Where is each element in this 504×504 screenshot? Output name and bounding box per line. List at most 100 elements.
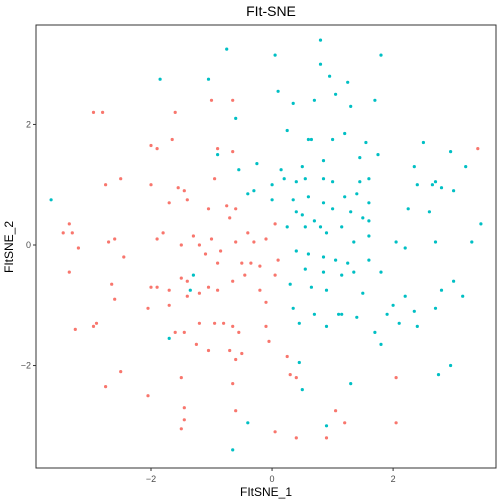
point-series-2-53: [306, 195, 310, 199]
point-series-1-3: [173, 110, 177, 114]
point-series-1-34: [197, 243, 201, 247]
point-series-1-36: [219, 249, 223, 253]
point-series-2-81: [321, 255, 326, 259]
point-series-1-95: [234, 409, 238, 413]
point-series-2-123: [231, 448, 235, 452]
point-series-1-4: [209, 98, 214, 102]
point-series-1-93: [182, 418, 186, 422]
point-series-1-5: [231, 98, 235, 102]
point-series-1-61: [231, 279, 235, 283]
point-series-2-40: [303, 177, 307, 181]
point-series-2-25: [376, 153, 380, 157]
point-series-1-69: [94, 321, 99, 325]
point-series-1-42: [203, 252, 208, 256]
point-series-2-74: [367, 234, 371, 238]
point-series-2-42: [331, 180, 335, 184]
point-series-1-12: [104, 183, 108, 187]
x-axis: −2 0 2: [146, 468, 396, 484]
point-series-1-99: [334, 409, 338, 413]
point-series-2-97: [461, 294, 465, 298]
point-series-2-109: [297, 321, 301, 325]
point-series-1-11: [119, 177, 123, 181]
point-series-2-105: [385, 312, 389, 316]
point-series-2-88: [352, 270, 356, 274]
point-series-2-33: [300, 165, 304, 169]
point-series-1-22: [228, 216, 232, 220]
point-series-1-83: [228, 348, 232, 353]
point-series-1-65: [167, 303, 171, 307]
point-series-2-61: [294, 210, 298, 214]
point-series-1-30: [161, 231, 165, 235]
point-series-1-98: [324, 436, 329, 440]
point-series-1-16: [182, 189, 186, 193]
point-series-1-20: [225, 204, 229, 208]
point-series-1-101: [394, 376, 398, 380]
point-series-1-62: [243, 273, 247, 277]
point-series-1-6: [149, 143, 153, 148]
point-series-2-110: [324, 324, 329, 328]
point-series-2-113: [397, 321, 401, 325]
point-series-2-107: [412, 309, 416, 313]
point-series-1-35: [209, 237, 214, 241]
point-series-2-104: [355, 315, 359, 319]
point-series-2-22: [331, 137, 335, 142]
point-series-1-72: [197, 321, 201, 325]
point-series-2-20: [306, 137, 310, 142]
point-series-1-89: [231, 382, 235, 386]
point-series-2-7: [318, 62, 323, 66]
point-series-1-56: [185, 279, 189, 283]
point-series-2-70: [318, 225, 323, 229]
point-series-2-111: [373, 330, 377, 334]
point-series-1-18: [185, 198, 189, 202]
point-series-2-75: [394, 240, 398, 244]
point-series-1-75: [231, 324, 235, 328]
point-series-1-8: [170, 137, 174, 142]
point-series-2-78: [470, 240, 474, 244]
point-series-1-14: [213, 177, 217, 181]
point-series-2-77: [433, 240, 438, 244]
point-series-2-60: [479, 222, 483, 226]
point-series-1-82: [206, 348, 211, 353]
point-series-1-85: [104, 385, 108, 389]
point-series-2-82: [334, 258, 338, 262]
point-series-2-24: [364, 140, 368, 145]
point-series-1-80: [240, 351, 244, 356]
point-series-2-46: [433, 180, 438, 184]
point-series-1-23: [67, 222, 71, 226]
point-series-1-63: [258, 288, 262, 292]
point-series-2-3: [206, 77, 211, 81]
point-series-1-19: [206, 207, 211, 211]
point-series-1-86: [119, 370, 123, 374]
point-series-1-55: [179, 276, 183, 280]
point-series-2-79: [294, 249, 298, 253]
point-series-1-45: [249, 261, 253, 265]
point-series-1-25: [70, 231, 74, 235]
point-series-2-26: [421, 140, 425, 145]
point-series-1-57: [185, 294, 189, 298]
point-series-1-87: [146, 394, 150, 398]
point-series-2-115: [167, 336, 171, 340]
point-series-2-114: [415, 324, 419, 328]
point-series-1-15: [176, 186, 180, 190]
point-series-2-108: [433, 306, 438, 310]
point-series-2-31: [255, 162, 259, 166]
point-series-1-29: [122, 255, 126, 259]
point-series-2-5: [273, 53, 277, 57]
point-series-1-53: [155, 285, 159, 289]
x-tick-label: 2: [391, 474, 396, 484]
point-series-2-106: [391, 303, 395, 307]
point-series-1-52: [149, 285, 153, 289]
point-series-2-103: [340, 312, 344, 316]
point-series-1-97: [294, 436, 298, 440]
point-series-2-27: [412, 165, 416, 169]
point-series-1-103: [476, 147, 480, 151]
point-series-2-80: [306, 252, 310, 256]
point-series-2-35: [358, 156, 362, 160]
point-series-2-48: [452, 189, 456, 193]
point-series-1-43: [216, 261, 220, 265]
point-series-1-39: [252, 240, 256, 244]
point-series-1-68: [91, 324, 96, 328]
point-series-2-119: [300, 388, 304, 392]
point-series-2-41: [321, 177, 326, 181]
